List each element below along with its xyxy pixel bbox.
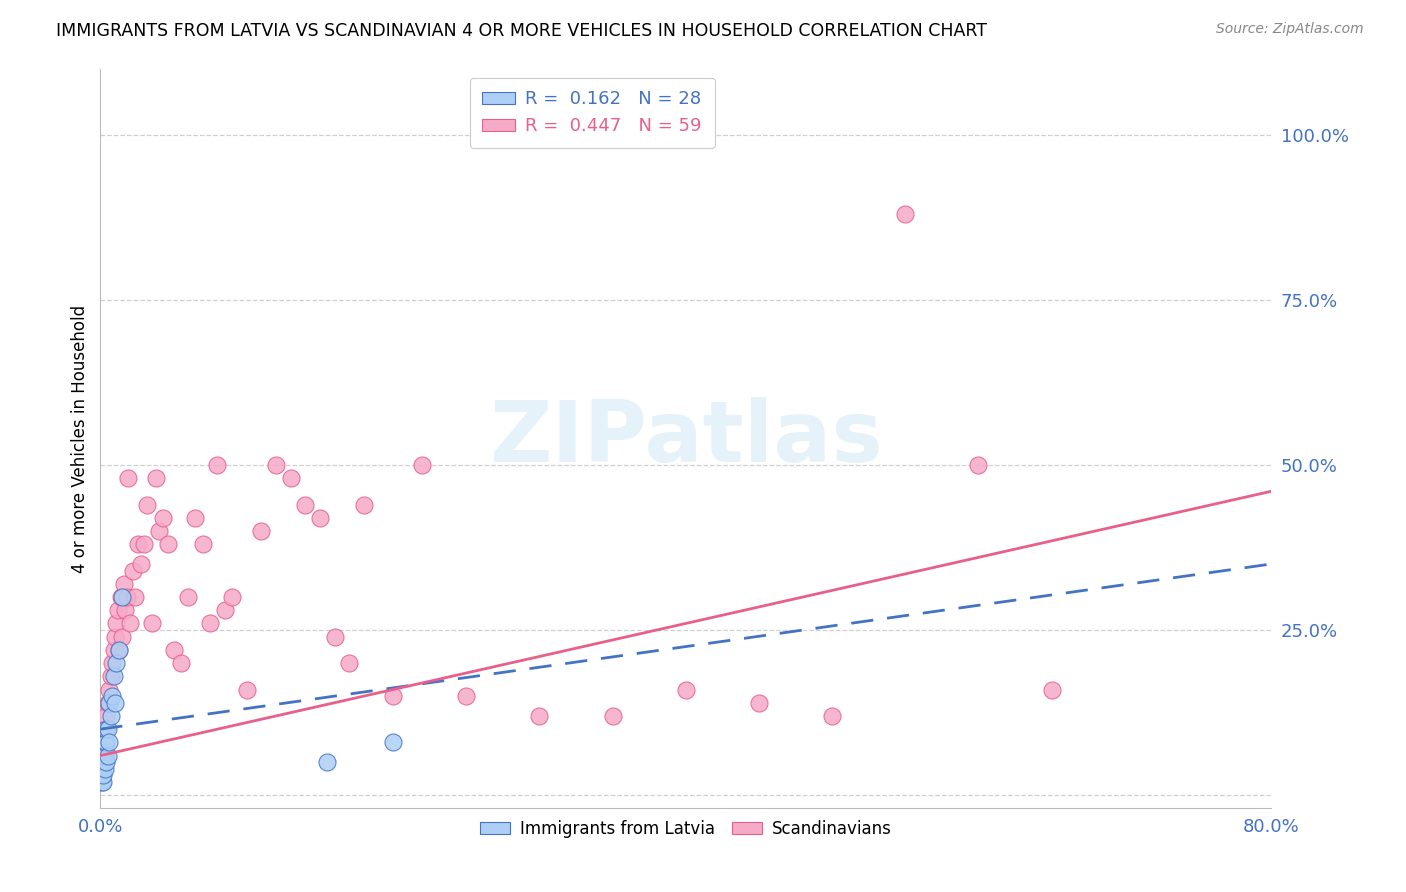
Point [90,762,112,776]
Text: IMMIGRANTS FROM LATVIA VS SCANDINAVIAN 4 OR MORE VEHICLES IN HOUSEHOLD CORRELATI: IMMIGRANTS FROM LATVIA VS SCANDINAVIAN 4… [56,22,987,40]
Point [382,689,405,703]
Point [235,682,257,697]
Point [382,735,405,749]
Point [105,616,128,631]
Point [98,682,121,697]
Point [93,748,115,763]
Point [148,524,170,538]
Point [98,696,121,710]
Point [107,603,129,617]
Point [104,696,127,710]
Point [103,669,125,683]
Point [100,669,122,683]
Point [90,768,112,782]
Point [111,630,134,644]
Point [411,458,433,472]
Point [207,458,229,472]
Point [91,735,114,749]
Point [90,775,112,789]
Point [115,590,138,604]
Point [136,498,159,512]
Point [101,656,124,670]
Point [353,498,375,512]
Point [141,616,163,631]
Point [134,537,156,551]
Point [93,722,115,736]
Point [177,590,200,604]
Point [127,537,149,551]
Point [191,537,214,551]
Point [309,510,332,524]
Text: Source: ZipAtlas.com: Source: ZipAtlas.com [1216,22,1364,37]
Legend: Immigrants from Latvia, Scandinavians: Immigrants from Latvia, Scandinavians [474,814,898,845]
Point [93,735,115,749]
Point [117,471,139,485]
Point [156,537,179,551]
Point [337,656,360,670]
Point [97,722,120,736]
Point [748,696,770,710]
Point [323,630,346,644]
Point [101,689,124,703]
Point [131,557,153,571]
Point [111,590,134,604]
Point [821,709,844,723]
Point [294,498,316,512]
Point [105,656,128,670]
Point [162,643,184,657]
Point [90,748,112,763]
Point [1040,682,1063,697]
Point [145,471,167,485]
Point [280,471,302,485]
Point [108,643,131,657]
Point [91,768,114,782]
Point [98,735,121,749]
Point [96,709,118,723]
Point [316,755,339,769]
Point [110,590,132,604]
Point [124,590,146,604]
Point [114,603,136,617]
Point [97,696,120,710]
Point [529,709,551,723]
Point [97,748,120,763]
Y-axis label: 4 or more Vehicles in Household: 4 or more Vehicles in Household [72,304,89,573]
Point [675,682,697,697]
Point [118,616,141,631]
Point [170,656,193,670]
Point [602,709,624,723]
Point [152,510,174,524]
Point [264,458,287,472]
Point [96,722,118,736]
Point [91,755,114,769]
Point [93,762,115,776]
Text: ZIPatlas: ZIPatlas [489,397,883,480]
Point [894,207,917,221]
Point [112,577,135,591]
Point [96,735,118,749]
Point [100,709,122,723]
Point [214,603,236,617]
Point [96,755,118,769]
Point [90,755,112,769]
Point [108,643,131,657]
Point [103,643,125,657]
Point [91,775,114,789]
Point [250,524,273,538]
Point [456,689,478,703]
Point [967,458,990,472]
Point [121,564,143,578]
Point [221,590,243,604]
Point [104,630,127,644]
Point [91,742,114,756]
Point [198,616,221,631]
Point [184,510,207,524]
